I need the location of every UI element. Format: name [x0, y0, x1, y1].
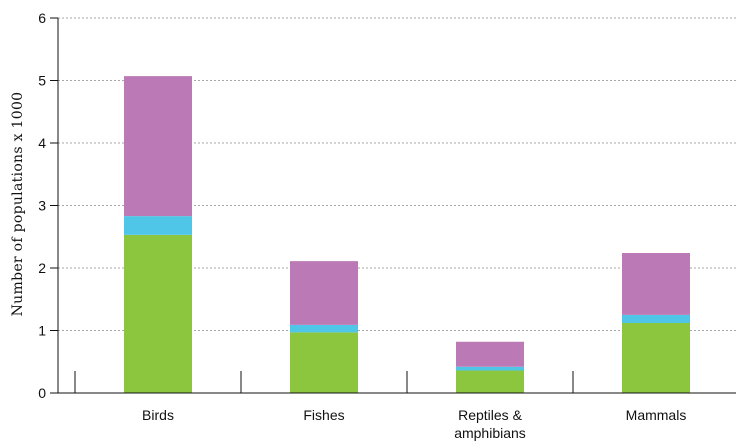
bar-segment	[622, 253, 690, 315]
category-label-line: Fishes	[303, 407, 344, 423]
bar-segment	[622, 323, 690, 393]
bar-segment	[456, 341, 524, 367]
bar-segment	[124, 216, 192, 235]
category-label-line: Mammals	[626, 407, 687, 423]
y-tick-label: 3	[38, 198, 46, 214]
bar-segment	[290, 261, 358, 325]
bar-segment	[622, 314, 690, 323]
y-tick-label: 0	[38, 385, 46, 401]
bar-segment	[290, 324, 358, 333]
y-tick-label: 6	[38, 10, 46, 26]
axes	[50, 17, 736, 394]
category-label: Reptiles & amphibians	[454, 407, 526, 441]
bar-segment	[124, 76, 192, 217]
category-label-line: Birds	[142, 407, 174, 423]
category-label-line: amphibians	[454, 425, 526, 441]
bar-segment	[456, 370, 524, 393]
bar-segment	[124, 234, 192, 393]
y-tick-labels: 0 1 2 3 4 5 6	[38, 10, 46, 401]
y-tick-label: 1	[38, 323, 46, 339]
y-tick-label: 5	[38, 73, 46, 89]
y-tick-label: 4	[38, 135, 46, 151]
category-label: Mammals	[626, 407, 687, 423]
y-axis-title: Number of populations x 1000	[10, 92, 26, 317]
bar-segment	[290, 332, 358, 393]
category-label: Fishes	[303, 407, 344, 423]
y-tick-label: 2	[38, 260, 46, 276]
category-labels: Birds Fishes Reptiles & amphibians Mammals	[142, 407, 686, 441]
category-label-line: Reptiles &	[458, 407, 522, 423]
category-label: Birds	[142, 407, 174, 423]
bars	[124, 76, 690, 393]
bar-segment	[456, 366, 524, 371]
